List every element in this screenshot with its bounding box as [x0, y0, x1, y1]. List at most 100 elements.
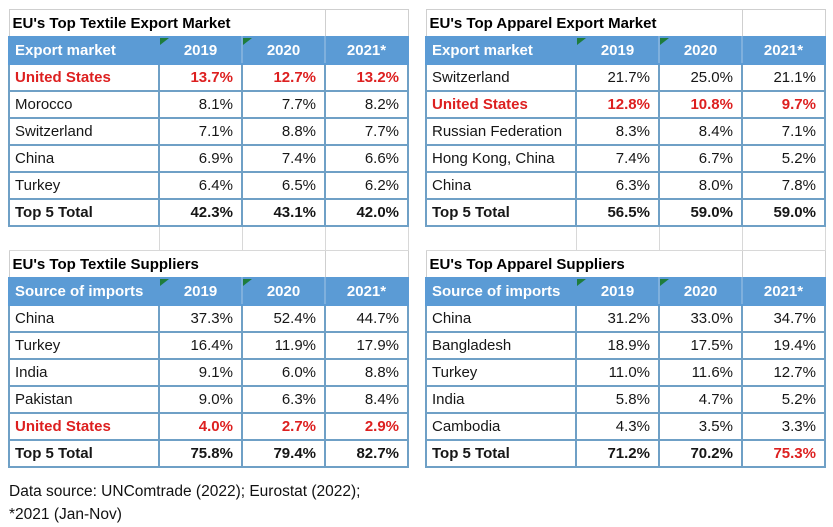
cell-value: 70.2% [658, 439, 743, 468]
row-label: India [425, 385, 577, 414]
cell-value: 7.7% [324, 117, 410, 146]
row-label: Hong Kong, China [425, 144, 577, 173]
cell-value: 6.3% [240, 385, 327, 414]
cell-value: 7.7% [240, 90, 327, 119]
error-indicator-icon [577, 279, 586, 286]
cell-value: 59.0% [741, 198, 826, 227]
row-label: Top 5 Total [425, 198, 577, 227]
grid-spacer [426, 226, 826, 251]
table-row: Morocco 8.1% 7.7% 8.2% [8, 90, 410, 119]
year-column-header: 2020 [658, 36, 743, 65]
year-column-header: 2021* [324, 277, 410, 306]
row-label: Turkey [8, 331, 160, 360]
cell-value: 6.3% [575, 171, 660, 200]
row-label: Turkey [8, 171, 160, 200]
row-label: China [425, 304, 577, 333]
cell-value: 8.3% [575, 117, 660, 146]
error-indicator-icon [660, 279, 669, 286]
left-column: EU's Top Textile Export Market Export ma… [8, 9, 410, 468]
year-column-header: 2021* [741, 36, 826, 65]
table-row: United States 4.0% 2.7% 2.9% [8, 412, 410, 441]
table-title-row: EU's Top Apparel Suppliers [425, 250, 826, 278]
cell-value: 59.0% [658, 198, 743, 227]
cell-value: 8.4% [324, 385, 410, 414]
cell-value: 9.7% [741, 90, 826, 119]
row-label: China [8, 144, 160, 173]
year-column-header: 2021* [741, 277, 826, 306]
table-header-row: Export market 2019 2020 2021* [8, 36, 410, 65]
row-label: United States [8, 412, 160, 441]
cell-value: 12.7% [741, 358, 826, 387]
table-row: Turkey 16.4% 11.9% 17.9% [8, 331, 410, 360]
cell-value: 8.2% [324, 90, 410, 119]
cell-value: 9.0% [158, 385, 243, 414]
row-label: Morocco [8, 90, 160, 119]
row-label-column-header: Source of imports [425, 277, 577, 306]
cell-value: 13.2% [324, 63, 410, 92]
row-label: Bangladesh [425, 331, 577, 360]
year-column-header: 2019 [575, 36, 660, 65]
table-title-row: EU's Top Textile Suppliers [8, 250, 409, 278]
year-column-header: 2019 [158, 277, 243, 306]
table-header-row: Source of imports 2019 2020 2021* [425, 277, 826, 306]
table-total-row: Top 5 Total 56.5% 59.0% 59.0% [425, 198, 826, 227]
cell-value: 5.2% [741, 144, 826, 173]
textile-suppliers-table: EU's Top Textile Suppliers Source of imp… [8, 250, 410, 468]
footer-notes: Data source: UNComtrade (2022); Eurostat… [9, 480, 833, 527]
year-column-header: 2021* [324, 36, 410, 65]
cell-value: 10.8% [658, 90, 743, 119]
cell-value: 6.9% [158, 144, 243, 173]
table-title-row: EU's Top Apparel Export Market [425, 9, 826, 37]
cell-value: 8.0% [658, 171, 743, 200]
cell-value: 21.7% [575, 63, 660, 92]
apparel-suppliers-table: EU's Top Apparel Suppliers Source of imp… [425, 250, 826, 468]
cell-value: 17.9% [324, 331, 410, 360]
error-indicator-icon [160, 38, 169, 45]
table-row: Cambodia 4.3% 3.5% 3.3% [425, 412, 826, 441]
cell-value: 52.4% [240, 304, 327, 333]
cell-value: 8.4% [658, 117, 743, 146]
cell-value: 12.8% [575, 90, 660, 119]
textile-export-market-table: EU's Top Textile Export Market Export ma… [8, 9, 410, 227]
error-indicator-icon [660, 38, 669, 45]
error-indicator-icon [243, 279, 252, 286]
tables-grid: EU's Top Textile Export Market Export ma… [8, 9, 833, 468]
cell-value: 31.2% [575, 304, 660, 333]
cell-value: 5.2% [741, 385, 826, 414]
apparel-export-market-table: EU's Top Apparel Export Market Export ma… [425, 9, 826, 227]
year-column-header: 2020 [240, 277, 327, 306]
cell-value: 11.6% [658, 358, 743, 387]
error-indicator-icon [243, 38, 252, 45]
cell-value: 3.3% [741, 412, 826, 441]
cell-value: 42.0% [324, 198, 410, 227]
cell-value: 11.0% [575, 358, 660, 387]
grid-spacer [9, 226, 409, 251]
cell-value: 4.3% [575, 412, 660, 441]
right-column: EU's Top Apparel Export Market Export ma… [425, 9, 826, 468]
spacer-row [426, 226, 826, 251]
row-label: China [425, 171, 577, 200]
textile-tables: EU's Top Textile Export Market Export ma… [8, 9, 410, 468]
cell-value: 19.4% [741, 331, 826, 360]
cell-value: 9.1% [158, 358, 243, 387]
cell-value: 33.0% [658, 304, 743, 333]
cell-value: 8.1% [158, 90, 243, 119]
table-row: United States 13.7% 12.7% 13.2% [8, 63, 410, 92]
row-label: Top 5 Total [8, 439, 160, 468]
row-label: India [8, 358, 160, 387]
table-row: Switzerland 7.1% 8.8% 7.7% [8, 117, 410, 146]
table-row: China 6.3% 8.0% 7.8% [425, 171, 826, 200]
row-label: Cambodia [425, 412, 577, 441]
row-label: United States [425, 90, 577, 119]
table-row: Russian Federation 8.3% 8.4% 7.1% [425, 117, 826, 146]
cell-value: 42.3% [158, 198, 243, 227]
cell-value: 37.3% [158, 304, 243, 333]
table-title-spacer-cell [741, 250, 826, 278]
year-column-header: 2020 [658, 277, 743, 306]
cell-value: 5.8% [575, 385, 660, 414]
table-title: EU's Top Apparel Suppliers [425, 250, 742, 278]
cell-value: 7.8% [741, 171, 826, 200]
table-row: Turkey 6.4% 6.5% 6.2% [8, 171, 410, 200]
table-total-row: Top 5 Total 42.3% 43.1% 42.0% [8, 198, 410, 227]
cell-value: 11.9% [240, 331, 327, 360]
